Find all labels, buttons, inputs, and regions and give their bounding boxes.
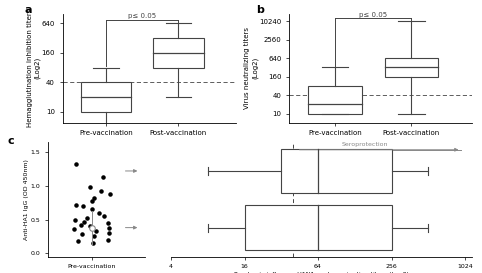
- Point: [105, 225, 112, 230]
- Point: [107, 192, 114, 196]
- Bar: [385, 58, 438, 77]
- Text: p≤ 0.05: p≤ 0.05: [128, 13, 156, 19]
- X-axis label: Pandemic influenza H1N1 post-vaccination titers (Log2): Pandemic influenza H1N1 post-vaccination…: [234, 272, 409, 273]
- Point: [90, 196, 97, 200]
- Y-axis label: Virus neutralizing titers
(Log2): Virus neutralizing titers (Log2): [244, 27, 258, 109]
- Text: Seroprotection: Seroprotection: [342, 142, 388, 147]
- Point: [100, 214, 107, 218]
- Point: [71, 217, 79, 222]
- Bar: [308, 86, 362, 114]
- Point: [83, 216, 91, 220]
- Text: b: b: [256, 5, 264, 15]
- Point: [95, 210, 103, 215]
- Point: [88, 198, 96, 203]
- Bar: [81, 82, 132, 112]
- Point: [77, 223, 85, 227]
- Bar: [153, 38, 204, 67]
- Point: [106, 231, 113, 235]
- Point: [104, 238, 112, 242]
- Y-axis label: Anti-HA1 IgG (OD 450nm): Anti-HA1 IgG (OD 450nm): [25, 159, 29, 240]
- Point: [72, 162, 80, 167]
- Point: [88, 207, 96, 212]
- Bar: [244, 205, 391, 250]
- Point: [99, 175, 107, 179]
- Point: [79, 204, 87, 208]
- Text: c: c: [8, 136, 14, 146]
- Text: p≤ 0.05: p≤ 0.05: [359, 11, 387, 17]
- Point: [72, 203, 80, 207]
- Point: [89, 241, 97, 245]
- Y-axis label: Hemagglutination inhibition titers
(Log2): Hemagglutination inhibition titers (Log2…: [27, 9, 40, 127]
- Point: [78, 232, 85, 236]
- Point: [90, 234, 98, 239]
- Point: [86, 224, 94, 229]
- Point: [92, 229, 100, 233]
- Text: a: a: [25, 5, 32, 15]
- Bar: [281, 149, 391, 192]
- Point: [80, 219, 88, 224]
- Point: [70, 227, 78, 231]
- Point: [74, 239, 82, 243]
- Point: [97, 189, 105, 193]
- Point: [86, 185, 94, 189]
- Point: [104, 221, 112, 225]
